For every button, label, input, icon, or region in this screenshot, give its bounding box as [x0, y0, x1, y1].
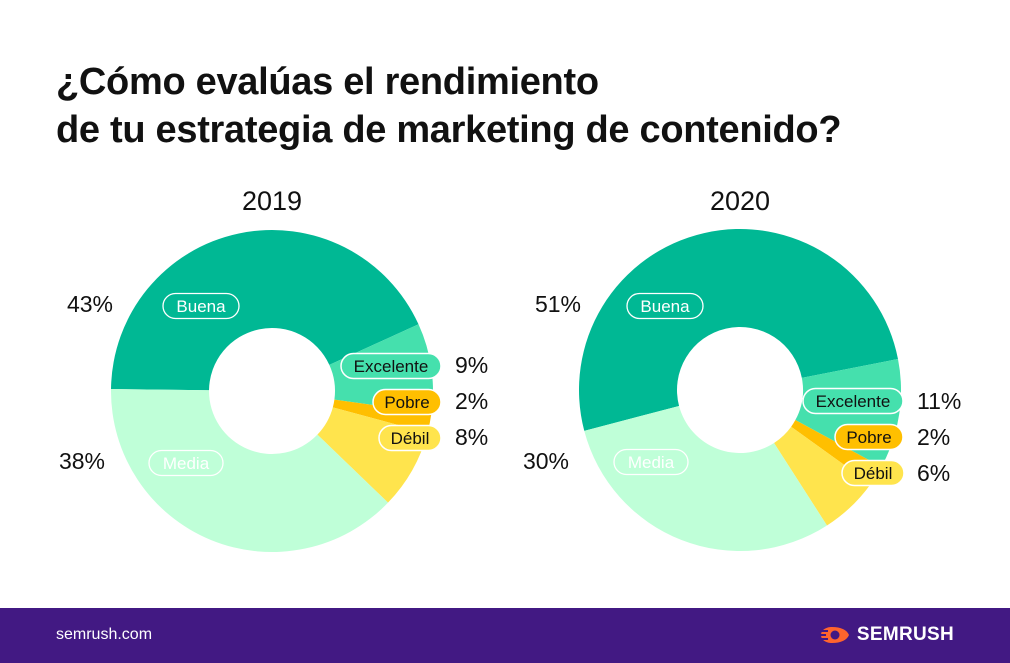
legend-pill-background: [626, 292, 704, 320]
footer-url[interactable]: semrush.com: [56, 626, 153, 643]
legend-pill-pobre: Pobre: [834, 423, 904, 451]
legend-pill-background: [372, 388, 442, 416]
legend-pill-label: Excelente: [816, 392, 891, 411]
slice-buena: [111, 229, 419, 391]
title-line-1: ¿Cómo evalúas el rendimiento: [56, 61, 599, 103]
value-label-pobre: 2%: [917, 424, 950, 450]
donut-charts: 2019 Buena Excelente Pobre Débil Media 43% 9% 2%…: [59, 186, 961, 553]
legend-pill-label: Débil: [391, 429, 430, 448]
value-label-debil: 6%: [917, 460, 950, 486]
legend-pill-debil: Débil: [841, 459, 905, 487]
legend-pill-media: Media: [613, 448, 689, 476]
legend-pill-background: [802, 387, 904, 415]
slice-debil: [774, 426, 871, 526]
legend-pill-label: Pobre: [384, 393, 429, 412]
legend-pill-background: [148, 449, 224, 477]
legend-pill-label: Buena: [640, 297, 690, 316]
legend-pill-background: [834, 423, 904, 451]
chart-title: ¿Cómo evalúas el rendimiento de tu estra…: [56, 58, 842, 154]
legend-pill-background: [841, 459, 905, 487]
legend-pill-label: Buena: [176, 297, 226, 316]
slice-media: [584, 405, 827, 551]
legend-pill-label: Excelente: [354, 357, 429, 376]
legend-pill-background: [162, 292, 240, 320]
legend-pill-media: Media: [148, 449, 224, 477]
semrush-flame-icon: [818, 627, 849, 643]
legend-pill-label: Débil: [854, 464, 893, 483]
value-label-debil: 8%: [455, 424, 488, 450]
value-label-excelente: 9%: [455, 352, 488, 378]
legend-pill-label: Media: [163, 454, 210, 473]
footer-bar: semrush.com SEMRUSH: [0, 608, 1010, 663]
legend-pill-buena: Buena: [626, 292, 704, 320]
legend-pill-excelente: Excelente: [802, 387, 904, 415]
legend-pill-debil: Débil: [378, 424, 442, 452]
slice-pobre: [332, 399, 432, 433]
legend-pill-background: [613, 448, 689, 476]
value-label-media: 30%: [523, 448, 569, 474]
brand-name: SEMRUSH: [856, 624, 954, 645]
value-label-buena: 51%: [535, 291, 581, 317]
value-label-pobre: 2%: [455, 388, 488, 414]
legend-pill-label: Media: [628, 453, 675, 472]
donut-chart-2020: 2020 Buena Excelente Pobre Débil Media 51% 11% 2…: [523, 186, 961, 551]
legend-pill-label: Pobre: [846, 428, 891, 447]
slice-buena: [579, 229, 898, 431]
slice-media: [111, 389, 389, 553]
title-line-2: de tu estrategia de marketing de conteni…: [56, 109, 842, 151]
value-label-excelente: 11%: [917, 388, 961, 414]
legend-pill-buena: Buena: [162, 292, 240, 320]
value-label-buena: 43%: [67, 291, 113, 317]
chart-year-title: 2019: [242, 186, 302, 216]
chart-year-title: 2020: [710, 186, 770, 216]
value-label-media: 38%: [59, 448, 105, 474]
legend-pill-background: [378, 424, 442, 452]
legend-pill-background: [340, 352, 442, 380]
donut-chart-2019: 2019 Buena Excelente Pobre Débil Media 43% 9% 2%…: [59, 186, 488, 553]
brand-logo: SEMRUSH: [818, 624, 954, 646]
legend-pill-excelente: Excelente: [340, 352, 442, 380]
legend-pill-pobre: Pobre: [372, 388, 442, 416]
